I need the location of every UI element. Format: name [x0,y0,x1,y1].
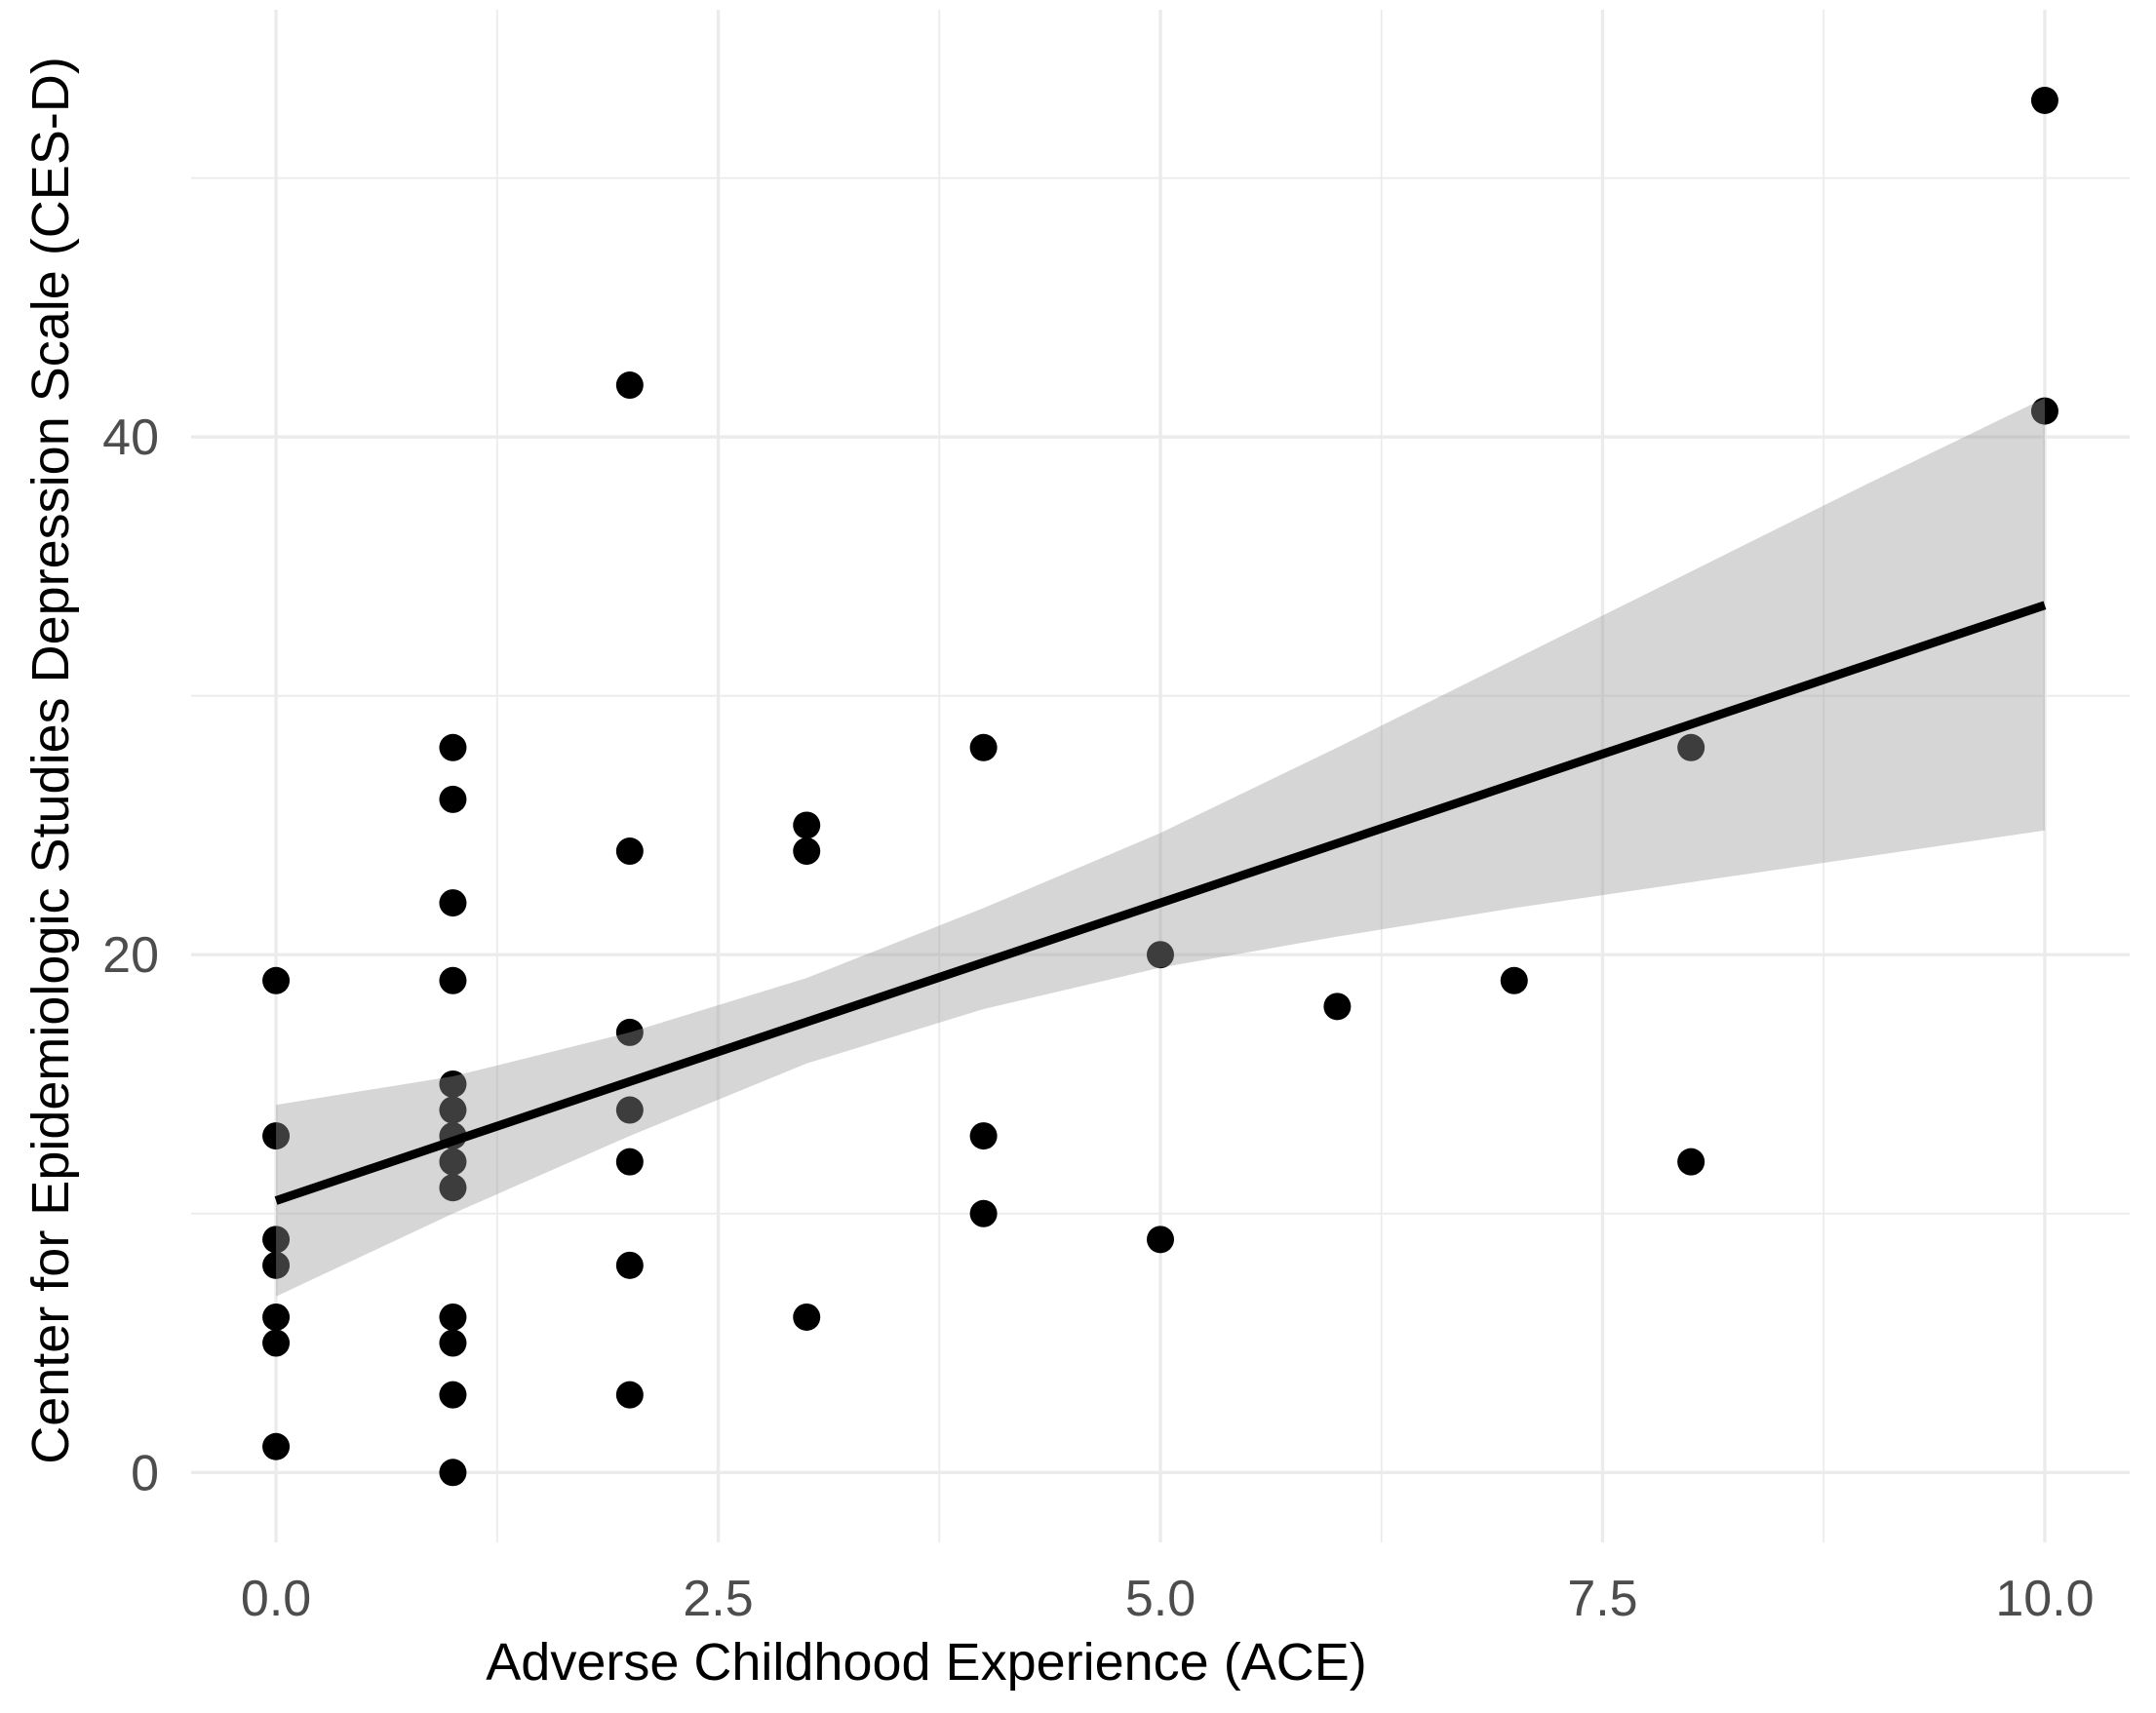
y-axis-title: Center for Epidemiologic Studies Depress… [21,57,80,1464]
regression-line [274,601,2047,1205]
data-point [1323,993,1352,1021]
data-point [262,1226,291,1254]
data-point [439,1459,467,1487]
data-point [439,733,467,761]
y-tick-label: 40 [102,409,159,466]
data-point [615,1018,644,1046]
data-point [1500,966,1528,994]
x-tick-label: 10.0 [1995,1571,2094,1627]
y-axis-tick-labels: 0 20 40 [102,409,159,1501]
regression-line-group [274,601,2047,1205]
data-point [793,811,821,839]
data-point [439,1174,467,1202]
data-point [1677,1148,1705,1176]
data-point [262,1432,291,1460]
data-point [1147,941,1174,969]
x-tick-label: 5.0 [1125,1571,1196,1627]
data-point [615,1096,644,1124]
data-point [615,1148,644,1176]
data-point [969,733,998,761]
data-point [969,1199,998,1227]
data-point [615,837,644,866]
x-axis-title: Adverse Childhood Experience (ACE) [486,1633,1366,1692]
data-point [793,837,821,866]
data-point [439,1148,467,1176]
data-point [262,1303,291,1331]
data-point [439,1303,467,1331]
data-point [439,1070,467,1098]
data-point [615,1251,644,1279]
data-point [439,1096,467,1124]
data-point [439,785,467,813]
data-point [439,1329,467,1357]
data-point [2030,397,2058,425]
data-point [615,371,644,400]
data-point [1147,1226,1174,1254]
data-point [793,1303,821,1331]
confidence-band-group [276,398,2045,1297]
y-tick-label: 20 [102,927,159,984]
x-tick-label: 2.5 [683,1571,753,1627]
x-tick-label: 0.0 [241,1571,311,1627]
data-point [262,1122,291,1150]
data-point [615,1381,644,1409]
data-point [439,1381,467,1409]
x-tick-label: 7.5 [1567,1571,1637,1627]
data-point [2030,86,2058,114]
data-point [262,1329,291,1357]
data-point [969,1122,998,1150]
data-point [1677,733,1705,761]
x-axis-tick-labels: 0.0 2.5 5.0 7.5 10.0 [241,1571,2095,1627]
data-point [262,1251,291,1279]
y-tick-label: 0 [131,1445,159,1501]
data-point [439,889,467,917]
confidence-band [276,398,2045,1297]
data-point [262,966,291,994]
data-point [439,966,467,994]
